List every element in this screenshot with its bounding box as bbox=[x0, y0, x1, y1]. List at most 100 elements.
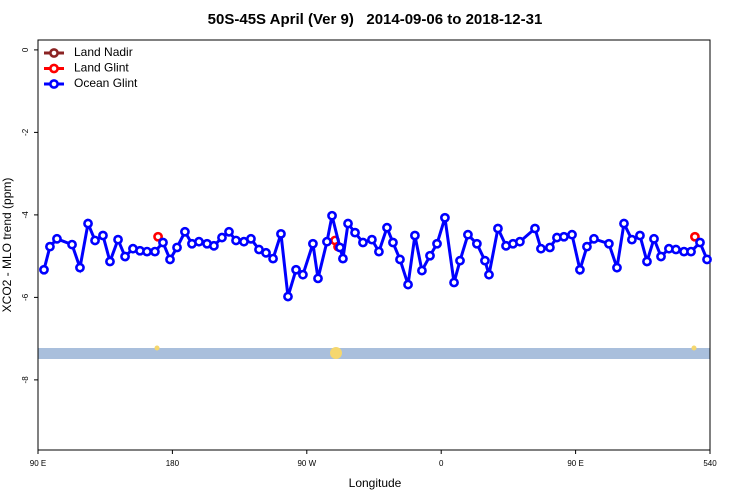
data-point bbox=[335, 242, 345, 253]
data-point bbox=[582, 241, 592, 252]
data-point bbox=[626, 234, 637, 245]
land-markers bbox=[154, 345, 697, 359]
data-point bbox=[209, 240, 219, 251]
land-marker bbox=[154, 345, 160, 351]
data-point bbox=[589, 233, 599, 244]
y-tick-label: -8 bbox=[21, 376, 30, 384]
data-point bbox=[374, 246, 384, 257]
data-point bbox=[45, 241, 55, 252]
data-point bbox=[484, 269, 494, 280]
data-point bbox=[165, 254, 175, 265]
y-tick-label: -6 bbox=[21, 293, 30, 301]
data-point bbox=[358, 237, 368, 248]
x-tick-label: 0 bbox=[439, 459, 444, 468]
legend-item: Ocean Glint bbox=[44, 76, 138, 90]
data-point bbox=[612, 262, 622, 273]
data-point bbox=[268, 253, 278, 264]
y-tick-label: 0 bbox=[21, 47, 30, 52]
land-marker bbox=[691, 345, 697, 351]
x-tick-label: 180 bbox=[166, 459, 180, 468]
data-point bbox=[113, 234, 123, 245]
data-point bbox=[261, 247, 271, 258]
x-tick-label: 90 E bbox=[567, 459, 583, 468]
data-point bbox=[530, 223, 540, 234]
x-tick-label: 90 W bbox=[297, 459, 316, 468]
legend-label: Land Glint bbox=[74, 61, 129, 75]
data-point bbox=[403, 279, 413, 290]
x-axis-label: Longitude bbox=[349, 476, 402, 490]
data-point bbox=[308, 238, 318, 249]
data-point bbox=[298, 269, 308, 280]
data-point bbox=[514, 236, 525, 247]
data-point bbox=[635, 230, 645, 241]
chart-title: 50S-45S April (Ver 9) 2014-09-06 to 2018… bbox=[208, 11, 543, 28]
data-point bbox=[695, 237, 705, 248]
y-tick-label: -4 bbox=[21, 211, 30, 219]
data-point bbox=[417, 265, 427, 276]
data-point bbox=[231, 235, 241, 246]
data-point bbox=[90, 235, 100, 246]
data-point bbox=[642, 256, 652, 267]
data-point bbox=[604, 238, 614, 249]
x-tick-label: 90 E bbox=[30, 459, 46, 468]
data-point bbox=[559, 231, 569, 242]
surface-band bbox=[38, 348, 710, 359]
data-point bbox=[83, 218, 93, 229]
legend-marker bbox=[49, 63, 59, 74]
data-point bbox=[567, 229, 577, 240]
data-point bbox=[158, 237, 168, 248]
data-point bbox=[575, 264, 585, 275]
legend-item: Land Nadir bbox=[44, 45, 133, 59]
data-point bbox=[702, 254, 712, 265]
data-point bbox=[39, 264, 49, 275]
x-tick-label: 540 bbox=[703, 459, 717, 468]
data-point bbox=[536, 243, 546, 254]
data-point bbox=[425, 250, 435, 261]
legend-item: Land Glint bbox=[44, 61, 129, 75]
data-point bbox=[52, 233, 62, 244]
data-point bbox=[327, 210, 337, 221]
data-point bbox=[649, 233, 659, 244]
data-point bbox=[545, 242, 555, 253]
data-point bbox=[291, 264, 301, 275]
data-point bbox=[224, 226, 234, 237]
data-point bbox=[463, 229, 473, 240]
data-point bbox=[322, 236, 332, 247]
legend-marker bbox=[49, 79, 59, 89]
data-point bbox=[671, 244, 681, 255]
data-point bbox=[343, 218, 353, 229]
data-point bbox=[388, 237, 398, 248]
data-point bbox=[690, 231, 700, 242]
data-point bbox=[395, 254, 405, 265]
data-point bbox=[410, 230, 420, 241]
data-point bbox=[120, 251, 130, 262]
data-point bbox=[98, 230, 108, 241]
data-point bbox=[153, 231, 163, 242]
data-point bbox=[367, 234, 377, 245]
y-tick-label: -2 bbox=[21, 128, 30, 136]
legend-label: Ocean Glint bbox=[74, 76, 138, 90]
y-axis-label: XCO2 - MLO trend (ppm) bbox=[0, 178, 14, 313]
data-point bbox=[217, 232, 227, 243]
land-marker bbox=[330, 347, 342, 359]
data-point bbox=[432, 238, 442, 249]
data-point bbox=[67, 239, 77, 250]
data-point bbox=[283, 291, 293, 302]
data-point bbox=[656, 251, 666, 262]
data-point bbox=[276, 228, 286, 239]
legend-marker bbox=[49, 48, 59, 58]
data-point bbox=[150, 246, 160, 257]
data-point bbox=[350, 227, 360, 238]
data-point bbox=[313, 273, 323, 284]
data-point bbox=[493, 223, 503, 234]
data-point bbox=[338, 253, 348, 264]
data-point bbox=[449, 277, 459, 288]
data-point bbox=[172, 242, 182, 253]
data-point bbox=[455, 255, 465, 266]
plot-frame bbox=[37, 39, 711, 451]
series-line bbox=[42, 215, 709, 297]
data-point bbox=[194, 236, 204, 247]
data-point bbox=[440, 212, 450, 223]
